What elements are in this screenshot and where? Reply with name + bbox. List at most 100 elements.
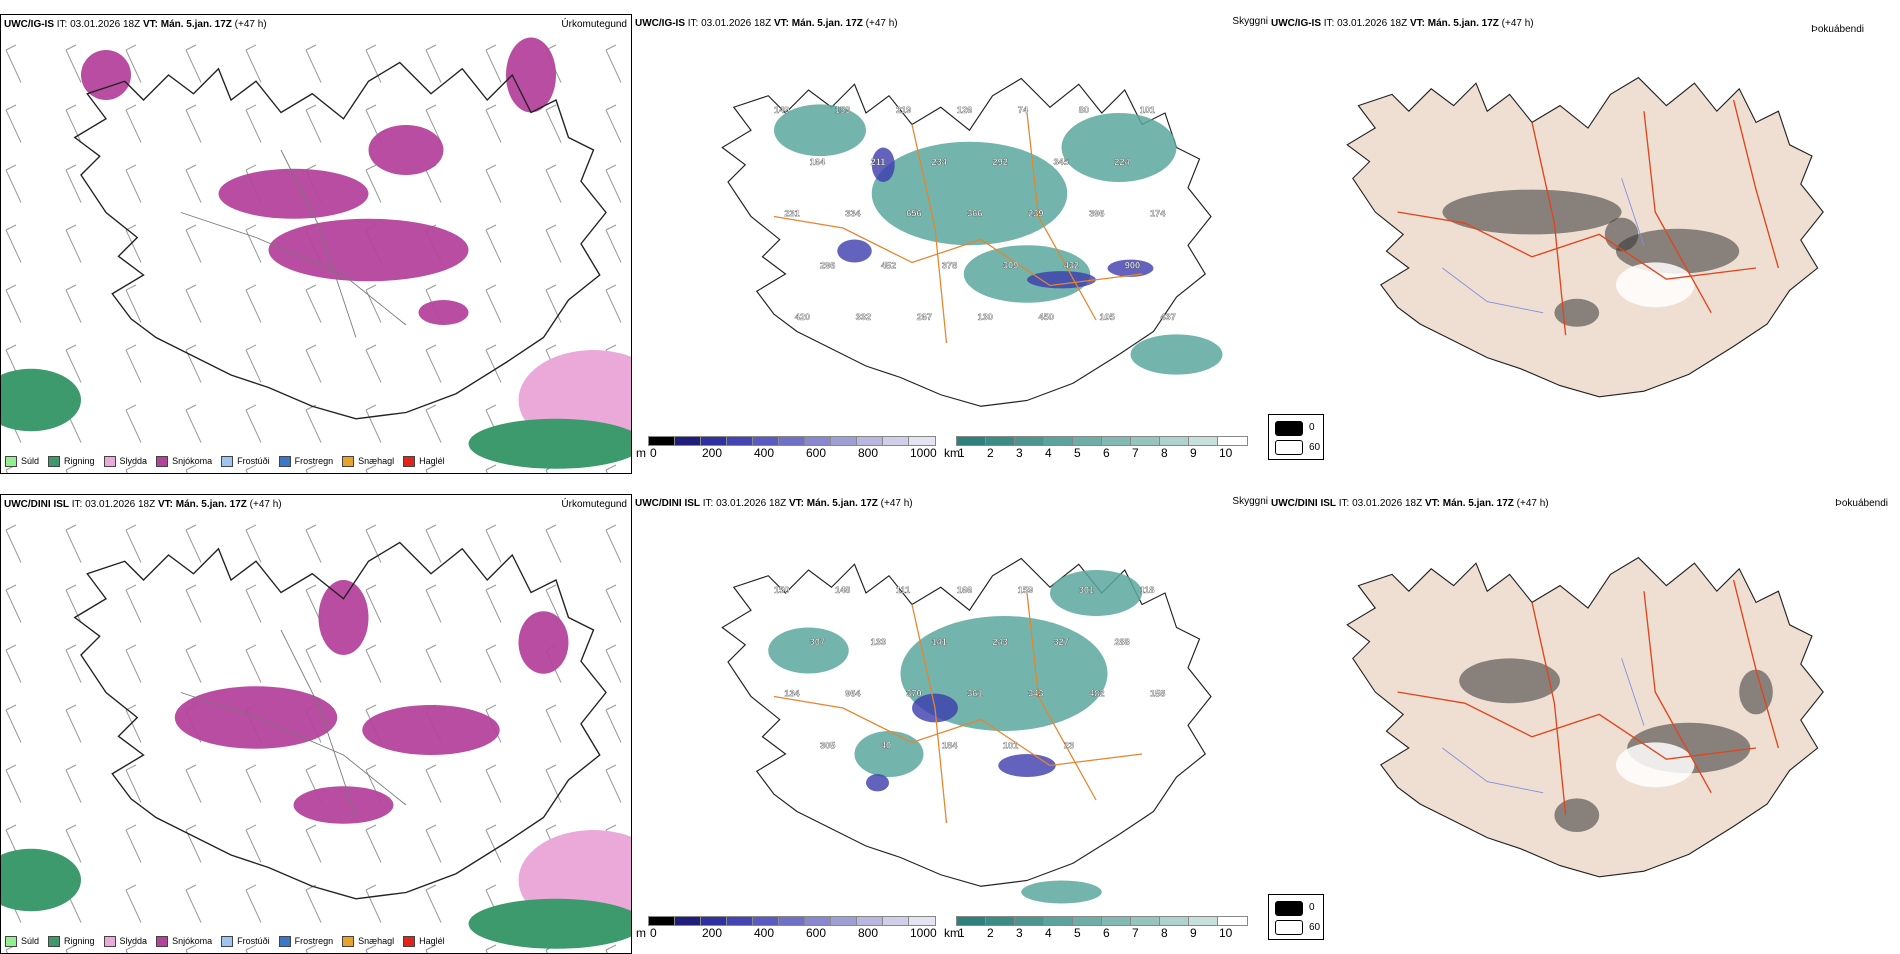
wind-barb (365, 464, 377, 473)
cloud-base-label: 158 (1150, 689, 1165, 699)
wind-barb (545, 224, 562, 263)
precip-legend-item: Rigning (48, 936, 95, 947)
colorbar-segment (1101, 916, 1132, 926)
coastline (73, 61, 607, 420)
precip-legend-item: Slydda (103, 456, 147, 467)
coastline (1346, 76, 1824, 398)
wind-barb (245, 824, 262, 863)
precip-legend-label: Frostregn (294, 935, 334, 946)
fog-index-panel-row2: UWC/DINI ISL IT: 03.01.2026 18Z VT: Mán.… (1268, 494, 1888, 954)
wind-barb (305, 524, 322, 563)
visibility-panel-row1: UWC/IG-IS IT: 03.01.2026 18Z VT: Mán. 5.… (632, 14, 1268, 474)
wind-barb (125, 644, 142, 683)
precip-legend-swatch (48, 456, 61, 467)
precip-legend-item: Slydda (103, 935, 148, 947)
colorbar-segment (1072, 436, 1103, 446)
colorbar-tick: 9 (1190, 926, 1197, 940)
wind-barb (605, 224, 622, 263)
cloud-base-label: 432 (1064, 260, 1079, 270)
cloud-base-label: 219 (896, 105, 911, 115)
precip-legend-label: Slydda (119, 935, 148, 946)
wind-barb (185, 464, 197, 473)
low-cloud-base-area (1027, 271, 1096, 289)
colorbar-tick: 200 (702, 446, 723, 460)
cloud-base-label: 74 (1018, 105, 1029, 115)
coastline (1346, 556, 1824, 878)
wind-barb (185, 944, 197, 953)
low-visibility-area (768, 627, 849, 674)
wind-barb (185, 404, 202, 443)
wind-barb (365, 404, 382, 443)
snow-area (81, 50, 131, 100)
cloud-base-label: 148 (835, 585, 850, 595)
wind-barb (185, 104, 202, 143)
wind-barb (125, 584, 142, 623)
cloud-base-label: 149 (774, 105, 789, 115)
colorbar-tick: 4 (1045, 926, 1052, 940)
fog-map (1346, 556, 1824, 878)
wind-barb (485, 944, 497, 953)
visibility-panel-row2: UWC/DINI ISL IT: 03.01.2026 18Z VT: Mán.… (632, 494, 1268, 954)
river-line (1442, 658, 1645, 794)
colorbar-tick: 5 (1074, 446, 1081, 460)
colorbar-segment (752, 436, 780, 446)
wind-barb (365, 944, 377, 953)
wind-barb (605, 584, 622, 623)
wind-barb (305, 884, 322, 923)
wind-barb (485, 824, 502, 863)
precip-legend-item: Frostregn (278, 935, 334, 947)
colorbar-segment (1217, 436, 1248, 446)
cloud-base-label: 126 (957, 105, 972, 115)
precip-legend-swatch (156, 936, 169, 947)
wind-barb (125, 824, 142, 863)
wind-barb (605, 944, 617, 953)
road-line (180, 629, 407, 818)
colorbar-tick: 800 (858, 926, 879, 940)
cloud-base-colorbar: m 0 200 400 600 800 1000 (636, 916, 937, 946)
road-line (180, 149, 407, 338)
colorbar-segment (1130, 916, 1161, 926)
colorbar-tick: 400 (754, 926, 775, 940)
rain-area (468, 898, 631, 949)
wind-barb (65, 944, 77, 953)
wind-barb (65, 824, 82, 863)
colorbar-segment (700, 916, 728, 926)
colorbar-segment (1014, 436, 1045, 446)
cloud-base-label: 452 (881, 260, 896, 270)
wind-barb (5, 284, 22, 323)
wind-barb (425, 464, 437, 473)
cloud-base-label: 133 (871, 637, 886, 647)
colorbar-segment (1101, 436, 1132, 446)
precip-legend-swatch (403, 456, 416, 467)
cloud-base-label: 164 (810, 157, 826, 167)
wind-barb (545, 104, 562, 143)
colorbar-segment (908, 436, 936, 446)
colorbar-segment (856, 916, 884, 926)
colorbar-segment (674, 436, 702, 446)
cloud-base-label: 307 (810, 637, 825, 647)
precip-legend-item: Snjókoma (156, 456, 212, 467)
colorbar-segment (804, 436, 832, 446)
wind-barb (485, 164, 502, 203)
cloud-base-label: 267 (917, 312, 932, 322)
precip-legend-label: Frostregn (294, 455, 334, 466)
low-visibility-area (1130, 334, 1223, 375)
cloud-base-label: 334 (845, 209, 861, 219)
low-cloud-base-area (1107, 259, 1154, 277)
wind-barb (485, 524, 502, 563)
colorbar-segment (830, 436, 858, 446)
wind-barb (245, 584, 262, 623)
panel-header: UWC/DINI ISL IT: 03.01.2026 18Z VT: Mán.… (4, 499, 282, 510)
wind-barb (425, 764, 442, 803)
road-line (1397, 99, 1780, 336)
wind-barb (485, 644, 502, 683)
wind-barb (185, 164, 202, 203)
cloud-base-label: 482 (1089, 689, 1104, 699)
fog-index-panel-row1: UWC/IG-IS IT: 03.01.2026 18Z VT: Mán. 5.… (1268, 14, 1888, 474)
fog-prone-area (1442, 189, 1622, 235)
cloud-base-label: 231 (784, 209, 799, 219)
cloud-base-label: 309 (1003, 260, 1018, 270)
low-visibility-area (1050, 570, 1142, 616)
wind-barb (125, 284, 142, 323)
precip-legend-label: Frostúði (237, 935, 270, 946)
